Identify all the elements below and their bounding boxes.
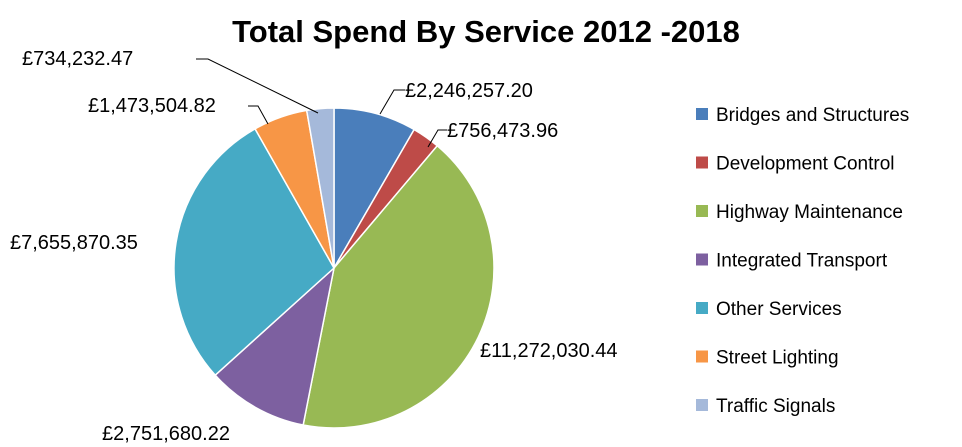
leader-line-bridges-and-structures (379, 89, 405, 115)
pie-slice-other-services (173, 127, 335, 377)
legend-swatch-integrated-transport (696, 253, 708, 266)
legend-swatch-bridges-and-structures (696, 108, 708, 120)
legend-label-street-lighting: Street Lighting (716, 348, 839, 369)
data-labels: £2,246,257.20 £756,473.96 £11,272,030.44 £2… (10, 48, 618, 445)
data-label-highway-maintenance: £11,272,030.44 (480, 340, 618, 362)
legend-label-development-control: Development Control (716, 154, 894, 175)
legend: Bridges and Structures Development Contro… (696, 105, 909, 417)
leader-line-development-control (427, 129, 447, 148)
legend-swatch-other-services (696, 302, 708, 314)
pie-slice-integrated-transport (214, 265, 336, 426)
leader-line-traffic-signals (196, 58, 319, 114)
pie-slice-highway-maintenance (302, 144, 495, 429)
legend-swatch-traffic-signals (696, 399, 708, 411)
data-label-traffic-signals: £734,232.47 (22, 48, 133, 70)
leader-line-street-lighting (248, 105, 269, 125)
chart-title: Total Spend By Service 2012 -2018 (232, 14, 740, 49)
data-label-street-lighting: £1,473,504.82 (88, 95, 216, 117)
legend-label-traffic-signals: Traffic Signals (716, 396, 835, 417)
legend-swatch-highway-maintenance (696, 205, 708, 217)
data-label-bridges-and-structures: £2,246,257.20 (405, 80, 533, 102)
legend-label-highway-maintenance: Highway Maintenance (716, 202, 903, 223)
data-label-integrated-transport: £2,751,680.22 (102, 423, 230, 445)
pie-slices (173, 107, 495, 429)
legend-swatch-development-control (696, 156, 708, 169)
legend-swatch-street-lighting (696, 350, 708, 363)
legend-label-bridges-and-structures: Bridges and Structures (716, 105, 909, 126)
legend-label-other-services: Other Services (716, 299, 842, 320)
legend-label-integrated-transport: Integrated Transport (716, 251, 888, 272)
data-label-other-services: £7,655,870.35 (10, 232, 138, 254)
pie-slice-traffic-signals (305, 107, 335, 269)
data-label-development-control: £756,473.96 (447, 120, 558, 142)
